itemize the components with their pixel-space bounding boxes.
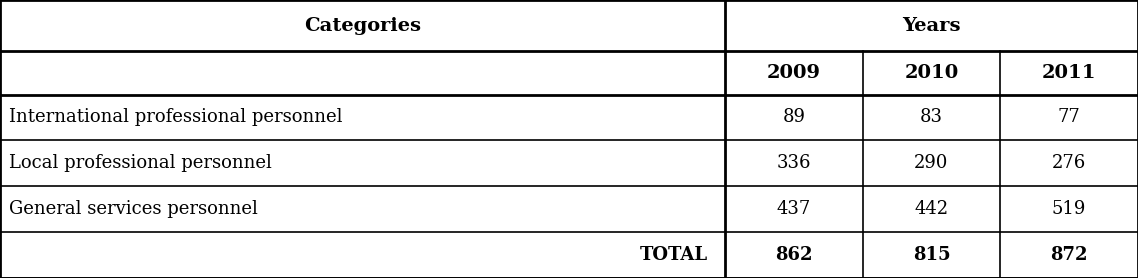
Text: 442: 442 <box>915 200 948 218</box>
Text: 89: 89 <box>782 108 806 126</box>
Text: 2011: 2011 <box>1042 64 1096 82</box>
Text: 862: 862 <box>775 246 813 264</box>
Text: Local professional personnel: Local professional personnel <box>9 154 272 172</box>
Text: 872: 872 <box>1050 246 1088 264</box>
Text: International professional personnel: International professional personnel <box>9 108 343 126</box>
Text: Categories: Categories <box>304 17 421 35</box>
Text: 290: 290 <box>914 154 949 172</box>
Text: TOTAL: TOTAL <box>640 246 708 264</box>
Text: General services personnel: General services personnel <box>9 200 258 218</box>
Text: 437: 437 <box>776 200 811 218</box>
Text: 519: 519 <box>1052 200 1087 218</box>
Text: 2009: 2009 <box>767 64 820 82</box>
Text: 336: 336 <box>776 154 811 172</box>
Text: 83: 83 <box>920 108 943 126</box>
Text: 77: 77 <box>1058 108 1080 126</box>
Text: 2010: 2010 <box>905 64 958 82</box>
Text: 815: 815 <box>913 246 950 264</box>
Text: 276: 276 <box>1052 154 1087 172</box>
Text: Years: Years <box>902 17 960 35</box>
